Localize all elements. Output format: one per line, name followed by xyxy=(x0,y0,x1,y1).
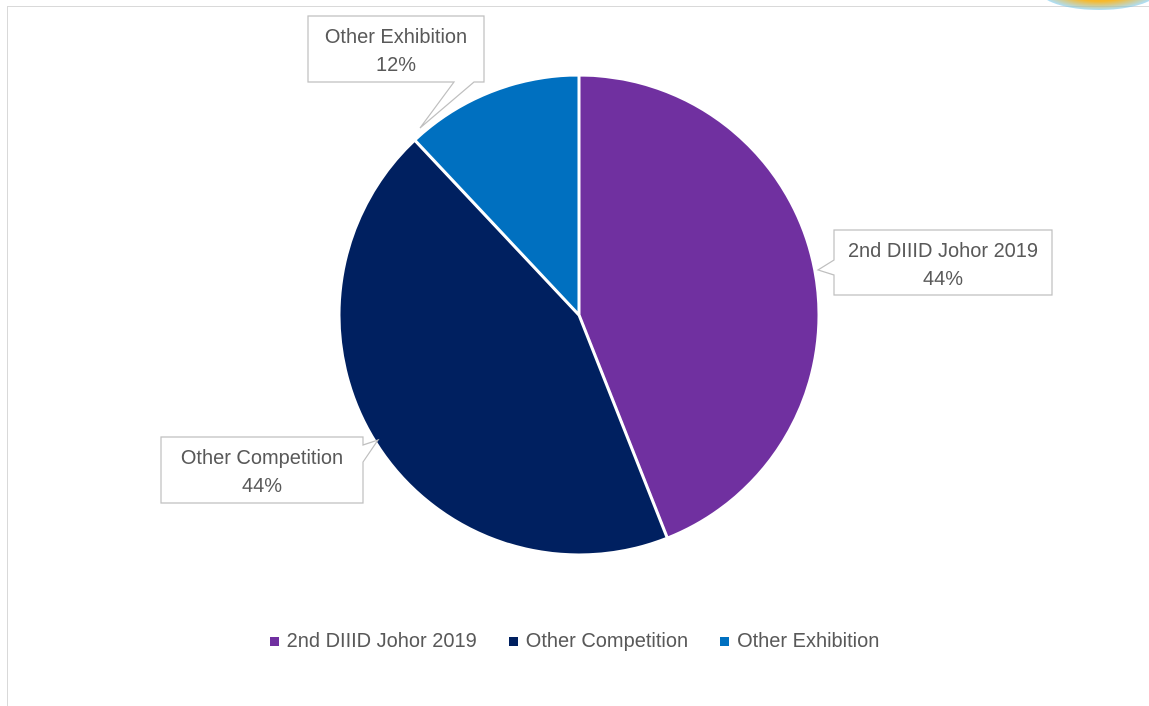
pie-chart: 2nd DIIID Johor 2019 44% Other Competition… xyxy=(160,15,1053,557)
chart-frame xyxy=(7,6,1149,706)
data-label-callouts: 2nd DIIID Johor 2019 44% Other Competition… xyxy=(160,15,1053,504)
pie-slice-exhibition xyxy=(413,73,581,317)
pie-slice-diiid xyxy=(577,73,821,540)
pie-slices xyxy=(337,73,821,557)
legend-item-exhibition: Other Exhibition xyxy=(720,630,879,653)
callout-exhibition-box xyxy=(307,15,485,129)
callout-diiid-value: 44% xyxy=(923,268,963,290)
legend-label-competition: Other Competition xyxy=(525,630,689,652)
pie-slice-competition xyxy=(337,138,669,557)
legend-label-exhibition: Other Exhibition xyxy=(737,630,880,652)
legend-item-competition: Other Competition xyxy=(508,630,689,653)
legend-item-diiid: 2nd DIIID Johor 2019 xyxy=(269,630,477,653)
callout-exhibition-label: Other Exhibition xyxy=(325,26,467,48)
callout-competition-box xyxy=(160,436,380,504)
callout-competition-value: 44% xyxy=(242,475,282,497)
callout-competition-label: Other Competition xyxy=(181,447,343,469)
callout-diiid-label: 2nd DIIID Johor 2019 xyxy=(848,240,1038,262)
legend: 2nd DIIID Johor 2019 Other Competition O… xyxy=(0,630,1149,653)
decorative-blob xyxy=(1039,0,1149,10)
callout-exhibition-value: 12% xyxy=(376,54,416,76)
legend-swatch-competition xyxy=(508,637,518,646)
legend-swatch-exhibition xyxy=(720,637,730,646)
legend-label-diiid: 2nd DIIID Johor 2019 xyxy=(286,630,477,652)
callout-diiid-box xyxy=(816,229,1053,296)
legend-swatch-diiid xyxy=(269,637,279,646)
